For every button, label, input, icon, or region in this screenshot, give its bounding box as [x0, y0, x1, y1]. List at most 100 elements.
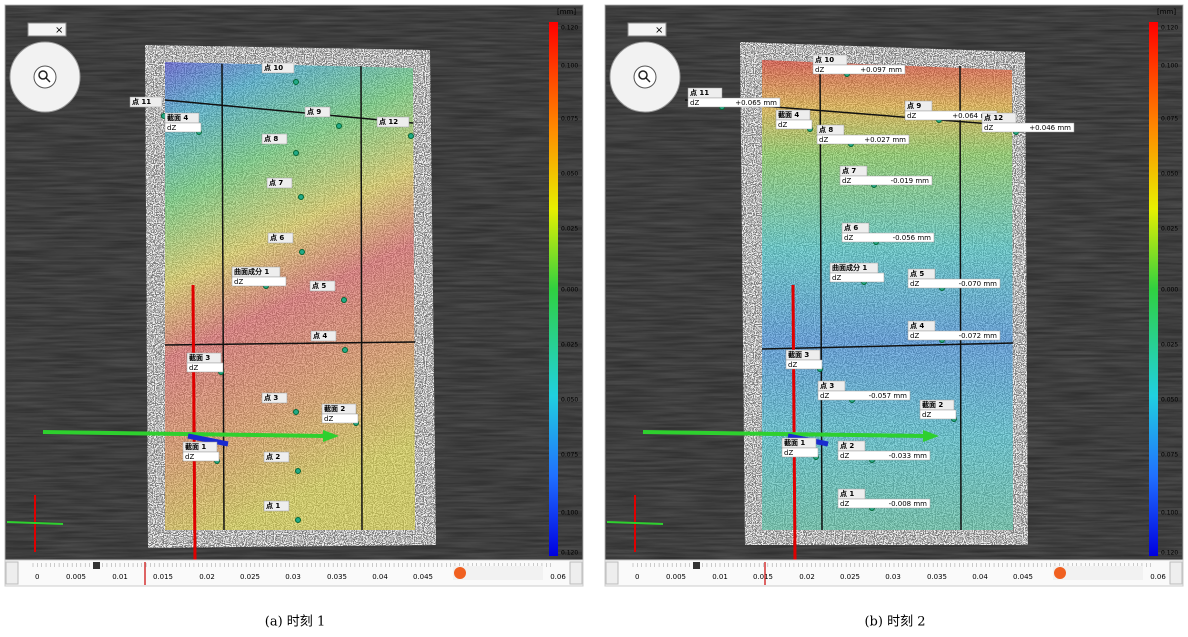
label-value: +0.027 mm [864, 136, 906, 144]
timeline-label: 0.005 [666, 573, 686, 581]
ime-logo[interactable] [1054, 567, 1066, 579]
label-title: 点 10 [264, 63, 283, 72]
label-field: dZ [922, 411, 931, 419]
label-title: 点 4 [910, 321, 924, 330]
panel: 点 10点 11点 9点 12截面 4dZ点 8点 7点 6曲面成分 1dZ点 … [5, 5, 583, 630]
zoom-button[interactable] [634, 66, 656, 88]
label-field: dZ [189, 364, 198, 372]
colorbar-label: 0.075 [1161, 452, 1178, 459]
label-title: 截面 3 [788, 350, 809, 359]
label-title: 点 7 [842, 166, 856, 175]
label-value: +0.046 mm [1029, 124, 1071, 132]
label-title: 点 2 [840, 441, 854, 450]
colorbar-label: 0.100 [561, 63, 578, 70]
label-title: 点 6 [844, 223, 858, 232]
ime-logo[interactable] [454, 567, 466, 579]
label-title: 点 3 [820, 381, 834, 390]
colorbar-label: 0.120 [1161, 25, 1178, 32]
timeline-label: 0.025 [240, 573, 260, 581]
label-field: dZ [910, 332, 919, 340]
colorbar-label: 0.050 [561, 397, 578, 404]
timeline-label: 0.035 [327, 573, 347, 581]
label-title: 截面 4 [167, 113, 188, 122]
label-title: 点 8 [264, 134, 278, 143]
timeline-next[interactable] [570, 562, 582, 584]
colorbar-unit: [mm] [1157, 8, 1176, 16]
label-title: 点 7 [269, 178, 283, 187]
label-title: 曲面成分 1 [832, 263, 867, 272]
colorbar-label: 0.120 [561, 550, 578, 557]
caption: (a) 时刻 1 [265, 615, 325, 630]
point-marker [342, 298, 347, 303]
colorbar-label: 0.075 [561, 116, 578, 123]
label-title: 点 12 [379, 117, 398, 126]
label-field: dZ [324, 415, 333, 423]
label-title: 点 9 [307, 107, 321, 116]
label-field: dZ [832, 274, 841, 282]
colorbar-label: 0.025 [1161, 342, 1178, 349]
axis-z [793, 285, 795, 560]
colorbar-label: 0.025 [561, 226, 578, 233]
label-title: 点 5 [910, 269, 924, 278]
timeline-label: 0.045 [413, 573, 433, 581]
label-field: dZ [234, 278, 243, 286]
point-marker [299, 195, 304, 200]
close-button[interactable]: × [55, 25, 63, 36]
label-title: 点 6 [270, 233, 284, 242]
colorbar [549, 22, 558, 556]
timeline-label: 0.04 [372, 573, 388, 581]
label-field: dZ [840, 452, 849, 460]
label-title: 点 12 [984, 113, 1003, 122]
colorbar-label: 0.120 [1161, 550, 1178, 557]
label-field: dZ [844, 234, 853, 242]
label-value: -0.008 mm [889, 500, 928, 508]
label-title: 点 2 [266, 452, 280, 461]
timeline-label: 0.01 [112, 573, 128, 581]
label-field: dZ [907, 112, 916, 120]
colorbar-label: 0.025 [561, 342, 578, 349]
timeline-label: 0.02 [799, 573, 815, 581]
colorbar-label: 0.000 [561, 287, 578, 294]
colorbar-label: 0.075 [1161, 116, 1178, 123]
label-field: dZ [784, 449, 793, 457]
label-field: dZ [167, 124, 176, 132]
timeline-label: 0.015 [153, 573, 173, 581]
colorbar-unit: [mm] [557, 8, 576, 16]
timeline-next[interactable] [1170, 562, 1182, 584]
colorbar-label: 0.050 [561, 171, 578, 178]
point-marker [343, 348, 348, 353]
timeline-prev[interactable] [606, 562, 618, 584]
ime-toolbar [453, 566, 543, 580]
flag-marker [93, 562, 100, 569]
colorbar-label: 0.050 [1161, 171, 1178, 178]
point-marker [294, 151, 299, 156]
point-marker [337, 124, 342, 129]
ime-toolbar [1053, 566, 1143, 580]
label-field: dZ [690, 99, 699, 107]
timeline-label: 0.02 [199, 573, 215, 581]
label-field: dZ [815, 66, 824, 74]
label-title: 截面 2 [324, 404, 345, 413]
label-title: 点 3 [264, 393, 278, 402]
label-field: dZ [842, 177, 851, 185]
timeline-label: 0.04 [972, 573, 988, 581]
label-field: dZ [840, 500, 849, 508]
zoom-button[interactable] [34, 66, 56, 88]
label-title: 截面 2 [922, 400, 943, 409]
timeline-label: 0.045 [1013, 573, 1033, 581]
label-value: -0.056 mm [893, 234, 932, 242]
label-value: +0.097 mm [860, 66, 902, 74]
colorbar [1149, 22, 1158, 556]
label-title: 点 4 [313, 331, 327, 340]
close-button[interactable]: × [655, 25, 663, 36]
label-value: -0.019 mm [891, 177, 930, 185]
label-title: 点 1 [266, 501, 280, 510]
label-title: 截面 3 [189, 353, 210, 362]
timeline-label: 0.015 [753, 573, 773, 581]
label-value: -0.070 mm [959, 280, 998, 288]
flag-marker [693, 562, 700, 569]
colorbar-label: 0.025 [1161, 226, 1178, 233]
colorbar-label: 0.000 [1161, 287, 1178, 294]
label-title: 点 10 [815, 55, 834, 64]
timeline-prev[interactable] [6, 562, 18, 584]
